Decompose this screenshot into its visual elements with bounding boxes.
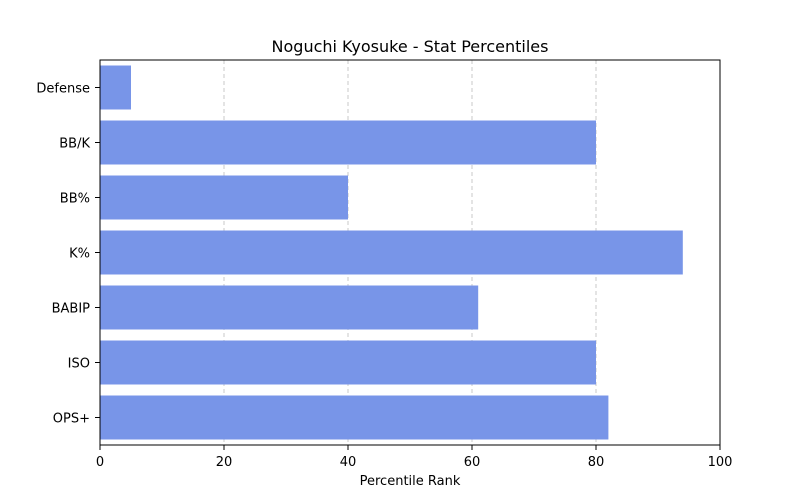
x-tick-label: 80 (588, 455, 605, 470)
y-tick-label: OPS+ (53, 412, 90, 427)
x-tick-label: 40 (340, 455, 357, 470)
x-tick-label: 100 (708, 455, 733, 470)
y-tick-label: ISO (68, 357, 90, 372)
y-tick-label: BB% (60, 192, 90, 207)
y-tick-label: Defense (36, 82, 90, 97)
x-tick-label: 20 (216, 455, 233, 470)
y-axis: OPS+ ISO BABIP K% BB% BB/K Defense (36, 82, 100, 427)
bar-bb- (100, 175, 348, 220)
y-tick-label: BABIP (52, 302, 91, 317)
y-tick-label: K% (69, 247, 90, 262)
x-axis-label: Percentile Rank (360, 474, 461, 489)
x-tick-label: 60 (464, 455, 481, 470)
x-tick-label: 0 (96, 455, 104, 470)
bar-k- (100, 230, 683, 275)
chart-title: Noguchi Kyosuke - Stat Percentiles (272, 37, 549, 56)
bars (100, 65, 683, 440)
x-axis: 0 20 40 60 80 100 (96, 445, 733, 470)
bar-defense (100, 65, 131, 110)
bar-babip (100, 285, 479, 330)
y-tick-label: BB/K (59, 137, 90, 152)
bar-bb-k (100, 120, 596, 165)
bar-ops- (100, 395, 609, 440)
bar-iso (100, 340, 596, 385)
